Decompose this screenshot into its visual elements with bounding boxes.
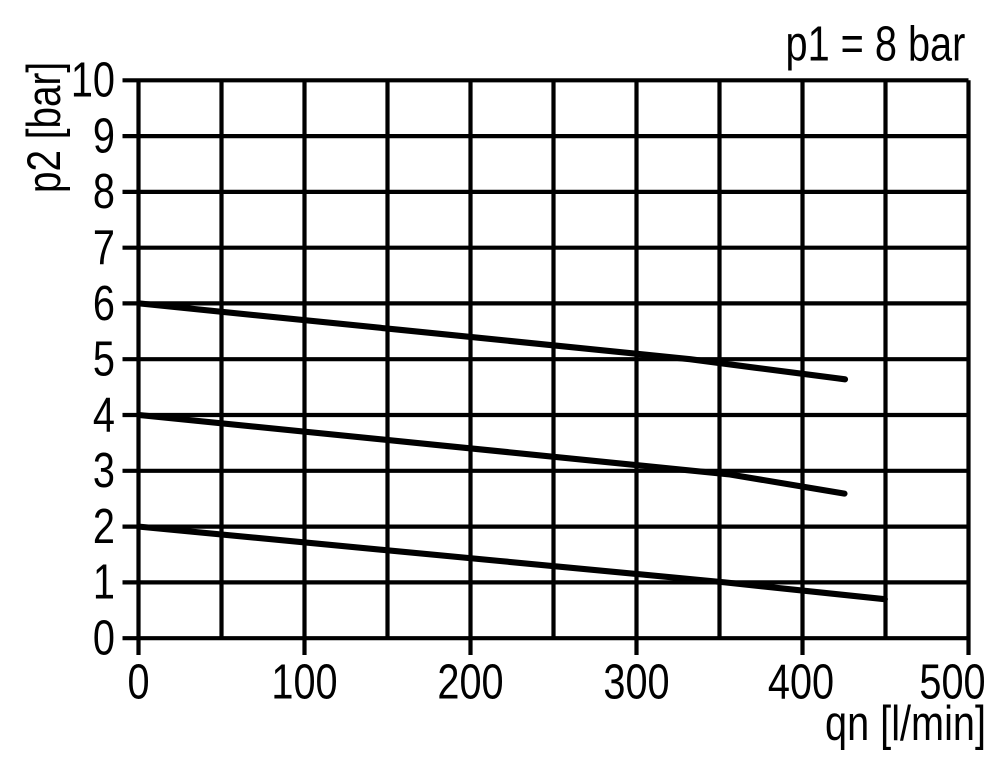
svg-text:100: 100 — [271, 656, 337, 710]
svg-text:500: 500 — [919, 656, 985, 710]
svg-text:8: 8 — [93, 165, 115, 219]
svg-text:10: 10 — [71, 54, 115, 108]
svg-text:0: 0 — [93, 612, 115, 666]
svg-text:3: 3 — [93, 444, 115, 498]
svg-text:9: 9 — [93, 110, 115, 164]
svg-text:1: 1 — [93, 556, 115, 610]
svg-text:p2 [bar]: p2 [bar] — [19, 62, 71, 193]
svg-text:qn [l/min]: qn [l/min] — [825, 697, 986, 751]
svg-text:5: 5 — [93, 333, 115, 387]
svg-text:400: 400 — [768, 656, 834, 710]
svg-text:7: 7 — [93, 221, 115, 275]
svg-text:p1 = 8 bar: p1 = 8 bar — [785, 18, 965, 72]
svg-text:4: 4 — [93, 389, 115, 443]
svg-text:300: 300 — [603, 656, 669, 710]
svg-text:200: 200 — [437, 656, 503, 710]
svg-text:2: 2 — [93, 500, 115, 554]
svg-text:0: 0 — [127, 656, 149, 710]
svg-text:6: 6 — [93, 277, 115, 331]
